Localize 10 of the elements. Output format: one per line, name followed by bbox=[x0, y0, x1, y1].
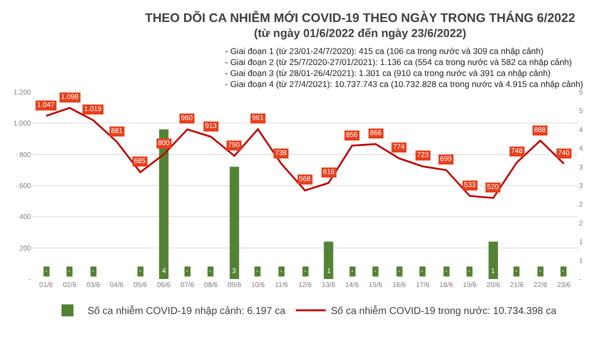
legend-label: Số ca nhiễm COVID-19 trong nước: 10.734.398 ca bbox=[330, 305, 557, 318]
chart-title: THEO DÕI CA NHIỄM MỚI COVID-19 THEO NGÀY TRONG THÁNG 6/2022 bbox=[145, 10, 576, 25]
bar bbox=[230, 166, 240, 279]
bar bbox=[159, 129, 168, 279]
text: - Giai đoạn 3 (từ 28/01-26/4/2021): 1.301 ca (910 ca trong nước và 391 ca nhập cảnh) bbox=[225, 68, 551, 78]
text: - Giai đoạn 2 (từ 25/7/2020-27/01/2021): 1.136 ca (554 ca trong nước và 582 ca nhập cảnh) bbox=[225, 57, 572, 67]
legend-label: Số ca nhiễm COVID-19 nhập cảnh: 6.197 ca bbox=[88, 305, 286, 318]
text: - Giai đoạn 1 (từ 23/01-24/7/2020): 415 ca (106 ca trong nước và 309 ca nhập cảnh) bbox=[225, 46, 544, 56]
text: - Giai đoạn 4 (từ 27/4/2021): 10.737.743 ca (10.732.828 ca trong nước và 4.915 ca nhập cảnh) bbox=[225, 79, 584, 89]
chart-subtitle: (từ ngày 01/6/2022 đến ngày 23/6/2022) bbox=[254, 28, 466, 40]
